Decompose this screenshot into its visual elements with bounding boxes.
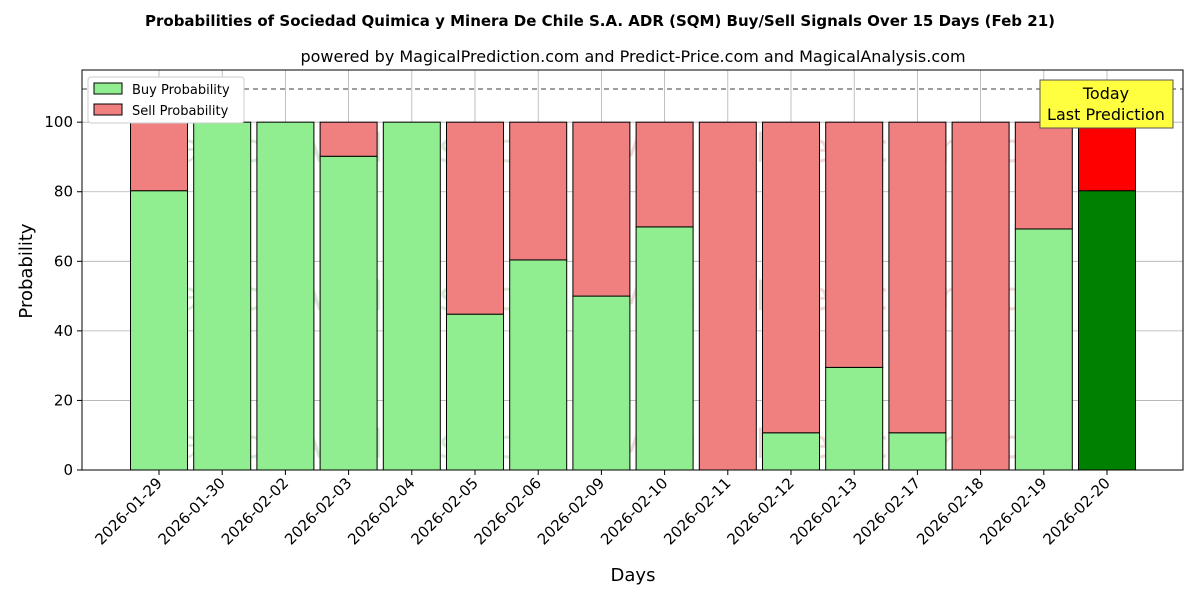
bar-sell [635, 121, 694, 228]
y-tick-label: 80 [54, 183, 73, 201]
y-tick-label: 100 [44, 113, 73, 131]
x-tick-label: 2026-02-10 [597, 474, 671, 548]
bar-sell [762, 121, 820, 434]
x-axis-label: Days [611, 565, 656, 586]
legend-buy: Buy Probability [132, 83, 230, 98]
x-tick-label: 2026-02-04 [344, 474, 418, 548]
legend-sell: Sell Probability [132, 104, 229, 119]
x-tick-label: 2026-01-30 [155, 474, 229, 548]
annotation-today: Today [1082, 84, 1129, 103]
legend-swatch-buy [93, 82, 123, 95]
x-tick-label: 2026-02-09 [534, 474, 608, 548]
today-annotation: Today Last Prediction [1039, 79, 1174, 129]
bar-sell [319, 121, 378, 157]
bar-buy [130, 190, 188, 471]
annotation-last-prediction: Last Prediction [1047, 105, 1165, 124]
y-tick-label: 40 [54, 322, 73, 340]
x-tick-label: 2026-02-18 [913, 474, 987, 548]
bar-buy [572, 295, 631, 471]
bar-sell [446, 121, 504, 315]
x-tick-label: 2026-02-06 [471, 474, 545, 548]
bar-sell [951, 121, 1010, 471]
plot-frame [81, 69, 1184, 471]
bar-buy [762, 432, 820, 471]
chart-subtitle: powered by MagicalPrediction.com and Pre… [300, 47, 965, 66]
y-tick-label: 60 [54, 252, 73, 270]
bar-buy [446, 313, 504, 471]
x-tick-label: 2026-02-17 [850, 474, 924, 548]
bar-buy [509, 259, 568, 471]
bar-sell [698, 121, 757, 471]
chart-title: Probabilities of Sociedad Quimica y Mine… [145, 12, 1055, 30]
bar-sell [130, 121, 188, 192]
bar-buy [256, 121, 315, 471]
x-tick-label: 2026-01-29 [91, 474, 165, 548]
bar-buy [888, 432, 947, 471]
x-tick-label: 2026-02-13 [787, 474, 861, 548]
x-tick-label: 2026-02-12 [723, 474, 797, 548]
bar-sell [825, 121, 884, 368]
legend-swatch-sell [93, 103, 123, 116]
bar-sell [888, 121, 947, 434]
bar-buy [825, 366, 884, 471]
bar-buy [319, 155, 378, 471]
y-axis-label: Probability [16, 223, 37, 318]
legend: Buy Probability Sell Probability [87, 76, 245, 124]
y-tick-label: 20 [54, 391, 73, 409]
x-tick-label: 2026-02-11 [660, 474, 734, 548]
y-tick-label: 0 [63, 461, 73, 479]
bar-buy [1078, 190, 1136, 471]
bar-sell [509, 121, 568, 261]
x-tick-label: 2026-02-05 [407, 474, 481, 548]
bar-buy [382, 121, 441, 471]
x-tick-label: 2026-02-02 [218, 474, 292, 548]
bar-sell [1014, 121, 1073, 230]
bar-buy [635, 226, 694, 471]
bar-sell [572, 121, 631, 297]
bar-buy [193, 121, 252, 471]
x-tick-label: 2026-02-19 [976, 474, 1050, 548]
x-tick-label: 2026-02-20 [1039, 474, 1113, 548]
bar-sell [1078, 121, 1136, 192]
x-tick-label: 2026-02-03 [281, 474, 355, 548]
bar-buy [1014, 228, 1073, 471]
